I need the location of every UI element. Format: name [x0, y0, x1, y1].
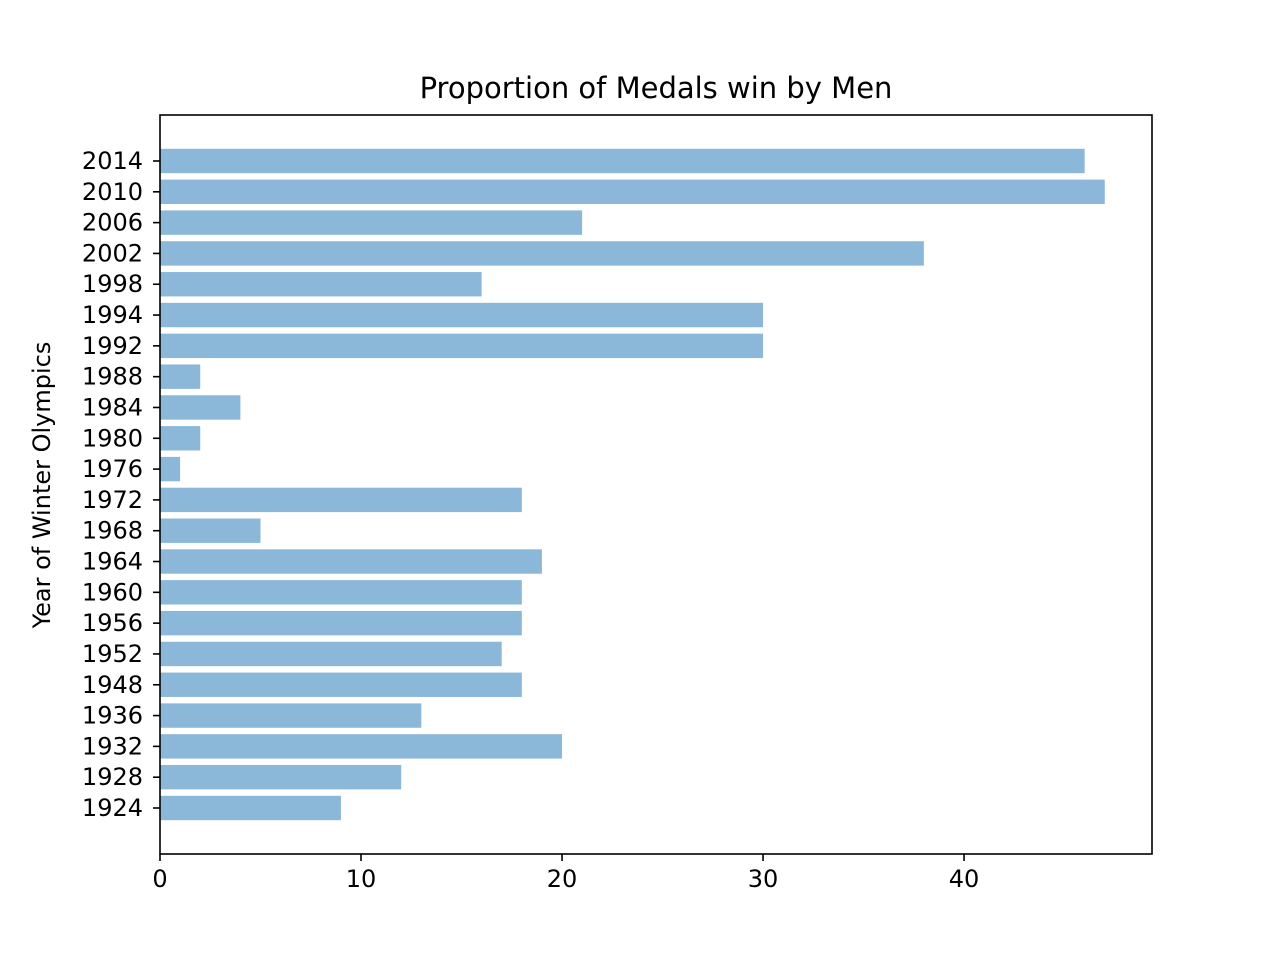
bar-1960: [160, 580, 522, 605]
y-tick-label: 1972: [82, 486, 143, 514]
y-tick-label: 2006: [82, 209, 143, 237]
bar-1932: [160, 734, 563, 759]
y-tick-label: 2014: [82, 147, 143, 175]
x-tick-label: 10: [346, 865, 377, 893]
y-tick-label: 1928: [82, 763, 143, 791]
y-axis-label: Year of Winter Olympics: [28, 342, 56, 630]
y-tick-label: 1924: [82, 794, 143, 822]
bar-1948: [160, 672, 522, 697]
x-tick-label: 0: [152, 865, 167, 893]
bar-2006: [160, 210, 583, 235]
y-tick-label: 1988: [82, 363, 143, 391]
bar-1924: [160, 795, 341, 821]
bar-1968: [160, 518, 261, 543]
y-tick-label: 1984: [82, 393, 143, 421]
bar-1972: [160, 487, 522, 513]
y-tick-label: 1964: [82, 548, 143, 576]
bar-1992: [160, 333, 764, 359]
bar-1964: [160, 549, 542, 574]
y-tick-label: 1952: [82, 640, 143, 668]
x-tick-label: 20: [547, 865, 578, 893]
bar-1994: [160, 302, 764, 328]
bar-1936: [160, 703, 422, 728]
y-tick-label: 1936: [82, 702, 143, 730]
y-tick-label: 1960: [82, 578, 143, 606]
bar-2010: [160, 179, 1105, 205]
y-tick-label: 1976: [82, 455, 143, 483]
y-tick-label: 1994: [82, 301, 143, 329]
bar-1980: [160, 426, 201, 451]
y-tick-label: 2002: [82, 239, 143, 267]
chart-title: Proportion of Medals win by Men: [420, 71, 893, 105]
plot-frame: [159, 114, 1153, 855]
bar-1998: [160, 272, 482, 297]
bar-1956: [160, 610, 522, 636]
bar-2002: [160, 241, 924, 266]
bar-1976: [160, 456, 181, 482]
x-tick-label: 40: [949, 865, 980, 893]
bar-1988: [160, 364, 201, 389]
y-tick-label: 1968: [82, 517, 143, 545]
y-tick-label: 1998: [82, 270, 143, 298]
bar-1928: [160, 764, 402, 790]
bars-layer: [160, 148, 1105, 821]
y-tick-label: 1948: [82, 671, 143, 699]
y-tick-label: 2010: [82, 178, 143, 206]
bar-1952: [160, 641, 502, 667]
x-tick-label: 30: [748, 865, 779, 893]
y-tick-label: 1932: [82, 732, 143, 760]
bar-2014: [160, 148, 1085, 174]
bar-1984: [160, 395, 241, 420]
y-tick-label: 1956: [82, 609, 143, 637]
y-tick-label: 1980: [82, 424, 143, 452]
y-tick-label: 1992: [82, 332, 143, 360]
